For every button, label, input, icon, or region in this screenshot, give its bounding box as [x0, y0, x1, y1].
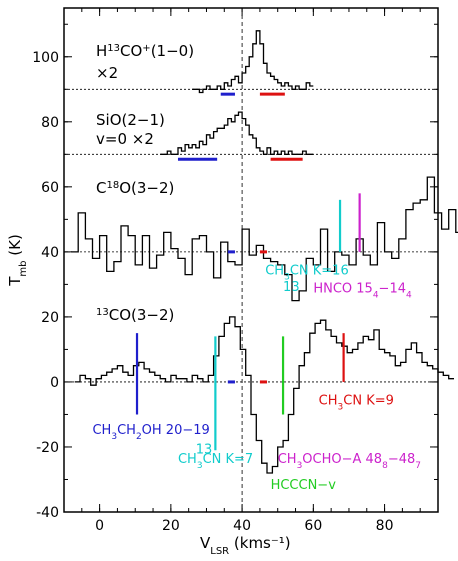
spectrum-trace — [192, 30, 314, 94]
ch3-13cn-k16-sup-label: 13 — [283, 280, 300, 295]
y-tick-label: 40 — [41, 245, 59, 261]
spectrum-trace — [74, 316, 454, 474]
x-axis-title: VLSR (kms⁻¹) — [200, 534, 291, 557]
axes-group: 0 20 40 60 80 -40 -20 0 20 40 60 80 100 — [32, 7, 439, 534]
y-tick-label: 100 — [32, 50, 59, 66]
spectrum-labels: H13CO+(1−0) ×2 SiO(2−1)v=0 ×2 C18O(3−2) 13CO… — [96, 42, 300, 457]
line-label: CH3OCHO−A 488−487 — [278, 452, 421, 471]
line-label: HCCCN−v — [271, 478, 337, 493]
line-label: CH3CN K=9 — [319, 394, 394, 413]
y-tick-label: 60 — [41, 180, 59, 196]
x-tick-label: 60 — [304, 518, 322, 534]
line-label: CH3CN K=16 — [265, 264, 349, 283]
spectra-series — [71, 30, 458, 474]
ch3-13cn-k7-sup-label: 13 — [196, 442, 213, 457]
h13co-label: H13CO+(1−0) — [96, 42, 194, 60]
velocity-bars — [177, 92, 303, 384]
x-tick-label: 40 — [233, 518, 251, 534]
plot-frame — [63, 7, 439, 513]
spectrum-trace — [71, 176, 458, 302]
spectrum-trace — [160, 111, 314, 155]
y-axis-title: Tmb (K) — [6, 234, 29, 287]
y-tick-label: -40 — [36, 505, 59, 521]
y-tick-label: 80 — [41, 115, 59, 131]
sio-label: SiO(2−1) — [96, 111, 165, 129]
line-id-markers — [135, 193, 361, 451]
line-label: CH3CN K=7 — [178, 452, 253, 471]
c18o-label: C18O(3−2) — [96, 179, 174, 197]
line-label: CH3CH2OH 20−19 — [92, 423, 209, 442]
x-tick-label: 20 — [162, 518, 180, 534]
y-tick-label: 20 — [41, 310, 59, 326]
y-tick-label: -20 — [36, 440, 59, 456]
13co-label: 13CO(3−2) — [96, 306, 174, 324]
sio-scale-label: v=0 ×2 — [96, 130, 154, 148]
x-tick-label: 0 — [95, 518, 104, 534]
h13co-scale-label: ×2 — [96, 64, 118, 82]
y-tick-label: 0 — [50, 375, 59, 391]
axis-titles: VLSR (kms⁻¹) Tmb (K) — [6, 234, 291, 556]
line-label: HNCO 154−144 — [313, 282, 412, 301]
x-tick-label: 80 — [376, 518, 394, 534]
